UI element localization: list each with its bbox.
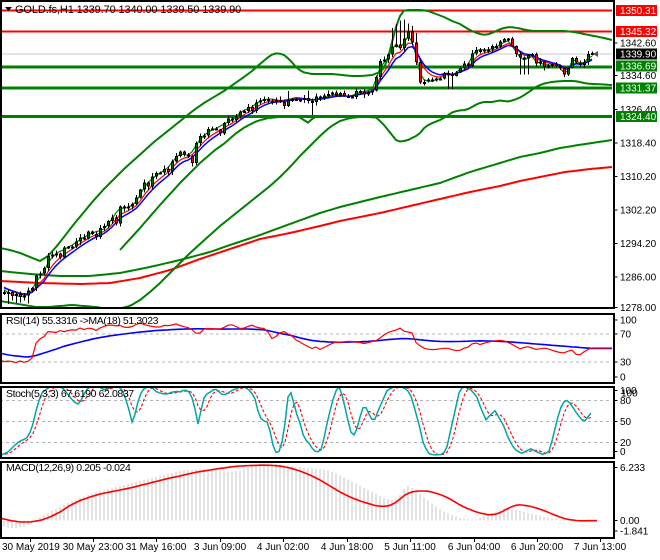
svg-text:1278.00: 1278.00 [620,303,657,314]
svg-text:30 May 2019: 30 May 2019 [2,542,60,553]
svg-text:RSI(14) 55.3316 ->MA(18) 51.3: RSI(14) 55.3316 ->MA(18) 51.3023 [6,315,159,327]
svg-text:0: 0 [620,373,626,384]
svg-text:1336.69: 1336.69 [620,62,657,73]
svg-text:70: 70 [620,330,632,341]
svg-text:0.00: 0.00 [620,516,640,527]
svg-text:1339.90: 1339.90 [620,50,657,61]
svg-text:5 Jun 11:00: 5 Jun 11:00 [384,542,436,553]
svg-text:100: 100 [620,316,637,327]
svg-text:80: 80 [620,396,632,407]
svg-text:3 Jun 09:00: 3 Jun 09:00 [194,542,247,553]
svg-text:100: 100 [621,389,638,400]
svg-text:30: 30 [620,358,632,369]
svg-text:20: 20 [620,438,632,449]
svg-text:1345.32: 1345.32 [620,27,657,38]
svg-text:6.233: 6.233 [620,463,645,474]
svg-text:Stoch(5,3,3) 67.6190 62.0837: Stoch(5,3,3) 67.6190 62.0837 [6,388,134,400]
svg-text:7 Jun 13:00: 7 Jun 13:00 [574,542,627,553]
svg-text:4 Jun 18:00: 4 Jun 18:00 [321,542,374,553]
svg-text:1334.60: 1334.60 [620,71,657,82]
svg-text:6 Jun 20:00: 6 Jun 20:00 [511,542,564,553]
svg-text:MACD(12,26,9) 0.205 -0.024: MACD(12,26,9) 0.205 -0.024 [6,462,131,474]
svg-text:1324.40: 1324.40 [620,112,657,123]
svg-text:1302.20: 1302.20 [620,206,657,217]
svg-text:31 May 16:00: 31 May 16:00 [126,542,187,553]
svg-text:1350.31: 1350.31 [620,6,657,17]
svg-text:1342.60: 1342.60 [620,39,657,50]
svg-text:1310.20: 1310.20 [620,172,657,183]
svg-text:100: 100 [620,386,637,397]
svg-text:4 Jun 02:00: 4 Jun 02:00 [257,542,310,553]
svg-text:GOLD.fs,H1 1339.70 1340.00 13: GOLD.fs,H1 1339.70 1340.00 1339.50 1339.… [15,4,241,16]
svg-text:1286.00: 1286.00 [620,273,657,284]
svg-text:50: 50 [620,417,632,428]
svg-text:-1.841: -1.841 [620,527,649,538]
svg-text:0: 0 [620,447,626,458]
svg-text:1331.37: 1331.37 [620,84,657,95]
svg-text:30 May 23:00: 30 May 23:00 [63,542,124,553]
svg-text:1326.40: 1326.40 [620,105,657,116]
svg-text:1294.20: 1294.20 [620,239,657,250]
svg-text:1318.40: 1318.40 [620,139,657,150]
svg-text:6 Jun 04:00: 6 Jun 04:00 [448,542,501,553]
